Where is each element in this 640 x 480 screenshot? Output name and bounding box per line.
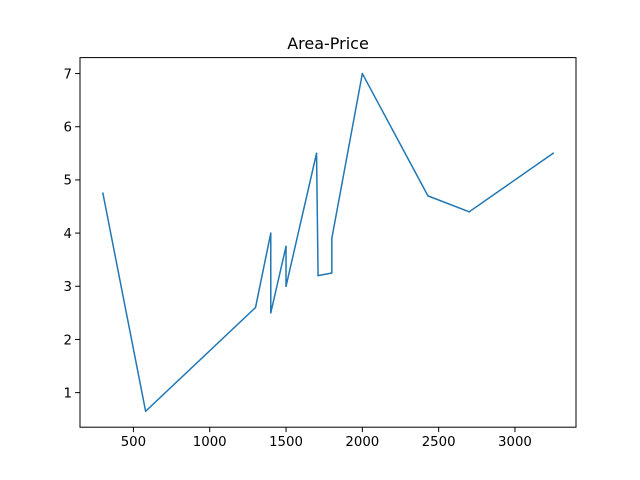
data-point [270, 232, 272, 234]
data-point [331, 237, 333, 240]
y-tick-label: 5 [64, 174, 72, 189]
series-layer [102, 72, 555, 412]
x-tick-label: 2000 [345, 435, 379, 450]
x-tick-label: 1500 [269, 435, 303, 450]
data-point [552, 152, 554, 155]
data-point [468, 211, 470, 213]
axes-frame [79, 57, 577, 428]
chart-title: Area-Price [287, 34, 369, 53]
y-tick-label: 4 [64, 227, 72, 242]
data-point [285, 285, 287, 288]
x-tick-label: 2500 [422, 435, 456, 450]
data-point [427, 195, 429, 197]
y-tick-label: 7 [64, 67, 72, 82]
x-axis: 500 1000 1500 2000 2500 3000 [121, 427, 532, 450]
x-tick-label: 500 [121, 435, 146, 450]
data-point [317, 274, 319, 277]
x-tick-label: 3000 [498, 435, 532, 450]
data-point [144, 410, 147, 412]
y-tick-label: 1 [64, 386, 72, 401]
data-point [361, 72, 364, 75]
data-point [254, 306, 257, 309]
data-point [315, 152, 318, 155]
x-tick-label: 1000 [193, 435, 227, 450]
data-point [285, 245, 287, 248]
y-tick-label: 6 [64, 121, 72, 136]
y-axis: 1 2 3 4 5 6 7 [64, 67, 80, 401]
data-point [331, 272, 333, 274]
y-tick-label: 3 [64, 280, 72, 295]
data-point [102, 192, 104, 194]
plot-area [79, 57, 577, 428]
data-point [270, 312, 272, 314]
y-tick-label: 2 [64, 333, 72, 348]
